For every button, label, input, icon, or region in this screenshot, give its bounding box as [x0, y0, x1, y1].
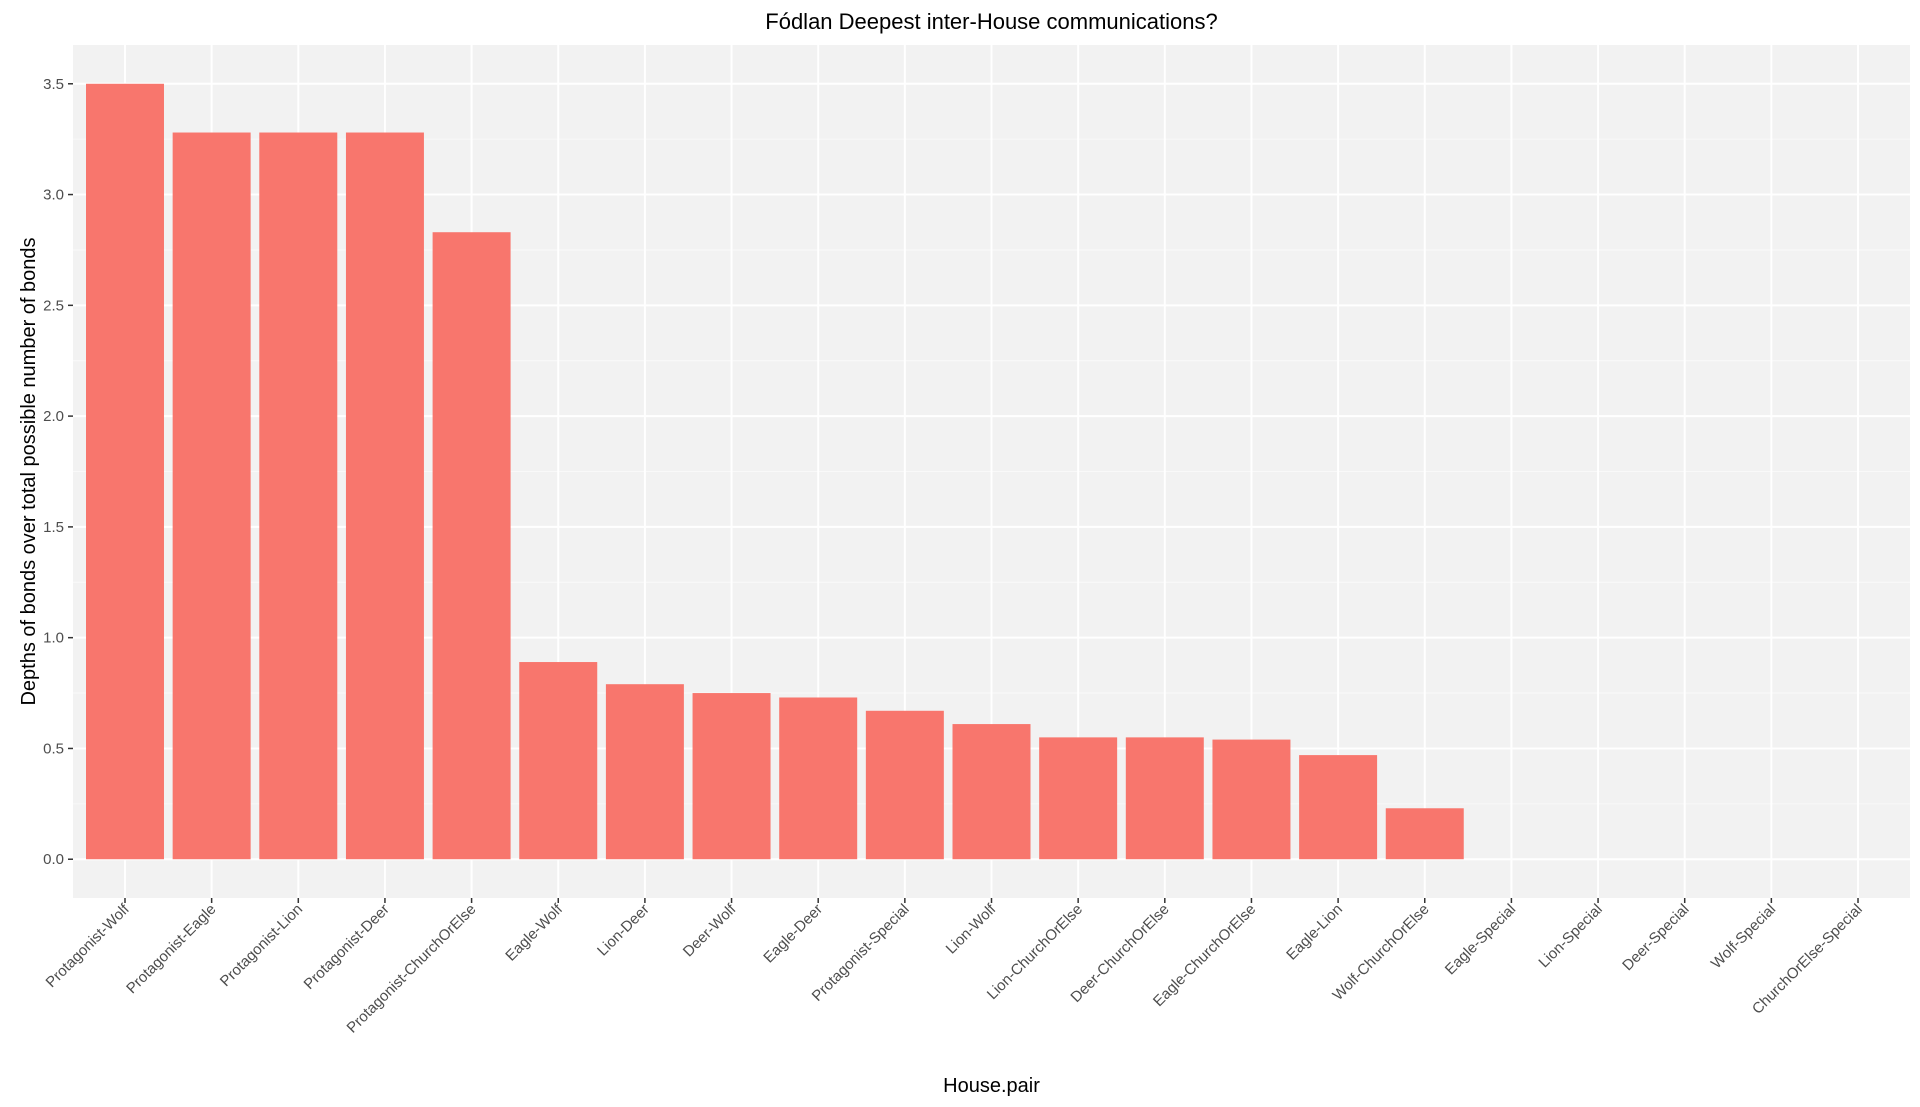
bar	[1125, 737, 1204, 860]
x-tick-label: Deer-Wolf	[680, 900, 740, 960]
x-tick-label: Protagonist-Eagle	[123, 901, 219, 997]
bar	[172, 132, 251, 860]
x-tick-label: Lion-Wolf	[943, 900, 1000, 957]
bar	[952, 724, 1031, 860]
x-tick-label: Protagonist-Special	[809, 901, 913, 1005]
x-tick-label: Eagle-Lion	[1283, 901, 1346, 964]
y-tick-label: 3.5	[43, 76, 64, 93]
chart-title: Fódlan Deepest inter-House communication…	[765, 9, 1217, 34]
bar	[1039, 737, 1118, 860]
x-tick-label: Eagle-Special	[1442, 901, 1519, 978]
bar	[259, 132, 338, 860]
y-axis: 0.0 0.5 1.0 1.5 2.0 2.5 3.0 3.5	[43, 76, 73, 868]
bar	[605, 684, 684, 860]
bar	[1299, 755, 1378, 860]
x-axis: Protagonist-WolfProtagonist-EagleProtago…	[43, 898, 1866, 1037]
x-tick-label: Lion-ChurchOrElse	[984, 901, 1086, 1003]
bar	[345, 132, 424, 860]
bar	[865, 710, 944, 860]
x-tick-label: Protagonist-Lion	[217, 901, 306, 990]
x-tick-label: Wolf-Special	[1708, 901, 1779, 972]
x-tick-label: Eagle-Deer	[760, 901, 826, 967]
y-tick-label: 1.0	[43, 630, 64, 647]
bar	[779, 697, 858, 860]
x-tick-label: Protagonist-Wolf	[43, 900, 134, 991]
x-tick-label: Lion-Special	[1535, 901, 1605, 971]
bar	[1385, 808, 1464, 860]
y-tick-label: 3.0	[43, 187, 64, 204]
x-tick-label: Deer-Special	[1619, 901, 1692, 974]
x-tick-label: Protagonist-Deer	[301, 901, 393, 993]
bar	[519, 662, 598, 860]
y-tick-label: 0.5	[43, 740, 64, 757]
y-tick-label: 2.5	[43, 297, 64, 314]
x-tick-label: Eagle-Wolf	[502, 900, 566, 964]
bar	[432, 232, 511, 860]
bar	[85, 83, 164, 860]
x-tick-label: Lion-Deer	[594, 901, 653, 960]
y-axis-title: Depths of bonds over total possible numb…	[18, 237, 40, 705]
x-tick-label: Wolf-ChurchOrElse	[1329, 901, 1432, 1004]
y-tick-label: 2.0	[43, 408, 64, 425]
bar	[692, 693, 771, 860]
y-tick-label: 1.5	[43, 519, 64, 536]
y-tick-label: 0.0	[43, 851, 64, 868]
bars	[85, 83, 1464, 860]
x-axis-title: House.pair	[943, 1075, 1040, 1097]
bar	[1212, 739, 1291, 860]
